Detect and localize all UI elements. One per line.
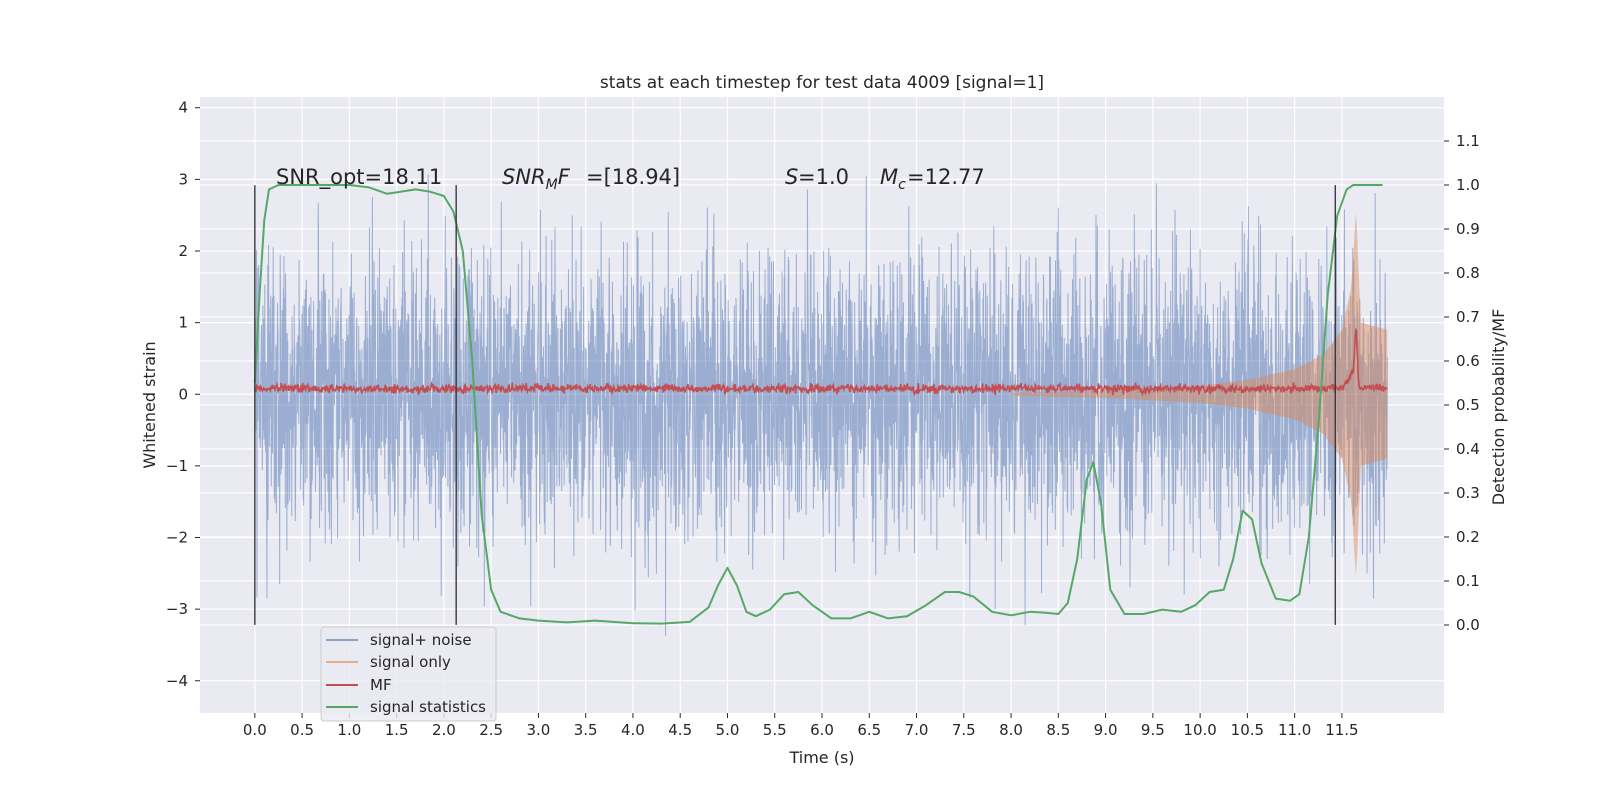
y-tick-label: 2 — [178, 242, 188, 260]
x-tick-label: 8.0 — [999, 721, 1023, 739]
x-tick-label: 4.5 — [668, 721, 692, 739]
x-tick-label: 9.5 — [1141, 721, 1165, 739]
y2-tick-label: 0.0 — [1456, 616, 1480, 634]
annotation-snr-mf-value: =[18.94] — [586, 165, 680, 189]
y2-tick-label: 0.1 — [1456, 572, 1480, 590]
legend: signal+ noise signal only MF signal stat… — [320, 626, 497, 722]
y2-tick-label: 0.2 — [1456, 528, 1480, 546]
x-tick-label: 0.5 — [290, 721, 314, 739]
x-axis-label: Time (s) — [788, 748, 854, 767]
x-tick-label: 0.0 — [243, 721, 267, 739]
annotation-s-value: =1.0 — [798, 165, 849, 189]
x-tick-label: 1.0 — [337, 721, 361, 739]
y-axis-left: −4 −3 −2 −1 0 1 2 3 4 — [166, 99, 200, 690]
annotation-snr-opt: SNR_opt=18.11 — [276, 165, 442, 190]
x-tick-label: 2.0 — [432, 721, 456, 739]
x-tick-label: 5.0 — [716, 721, 740, 739]
y-axis-right-label: Detection probability/MF — [1489, 309, 1508, 506]
annotation-snr-mf-number: [18.94] — [604, 165, 681, 189]
series-signal-statistics — [253, 184, 1383, 625]
y2-tick-label: 0.6 — [1456, 352, 1480, 370]
y-tick-label: 1 — [178, 314, 188, 332]
x-tick-label: 4.0 — [621, 721, 645, 739]
y2-tick-label: 1.0 — [1456, 176, 1480, 194]
x-tick-label: 10.0 — [1183, 721, 1216, 739]
y2-tick-label: 1.1 — [1456, 132, 1480, 150]
annotation-snr-mf-label: SNRMF — [502, 165, 571, 193]
x-axis: 0.0 0.5 1.0 1.5 2.0 2.5 3.0 3.5 4.0 4.5 5.0 5.5 6.0 6… — [243, 713, 1359, 739]
y-axis-right: 0.0 0.1 0.2 0.3 0.4 0.5 0.6 0.7 0.8 0.9 1.0 1.1 — [1444, 132, 1480, 634]
series-layer — [253, 174, 1388, 636]
y-tick-label: −1 — [166, 457, 188, 475]
x-tick-label: 3.0 — [526, 721, 550, 739]
y2-tick-label: 0.8 — [1456, 264, 1480, 282]
y-tick-label: 3 — [178, 170, 188, 188]
x-tick-label: 2.5 — [479, 721, 503, 739]
x-tick-label: 6.5 — [857, 721, 881, 739]
x-tick-label: 11.5 — [1325, 721, 1358, 739]
x-tick-label: 7.0 — [905, 721, 929, 739]
y-tick-label: −2 — [166, 529, 188, 547]
y-tick-label: 0 — [178, 385, 188, 403]
y-tick-label: 4 — [178, 99, 188, 117]
y-axis-label: Whitened strain — [140, 341, 159, 468]
y2-tick-label: 0.5 — [1456, 396, 1480, 414]
y-tick-label: −3 — [166, 600, 188, 618]
legend-label-signal-noise: signal+ noise — [370, 631, 472, 649]
y2-tick-label: 0.9 — [1456, 220, 1480, 238]
x-tick-label: 11.0 — [1278, 721, 1311, 739]
vertical-lines — [254, 185, 1336, 625]
annotation-mc-value: =12.77 — [907, 165, 985, 189]
x-tick-label: 9.0 — [1094, 721, 1118, 739]
x-tick-label: 7.5 — [952, 721, 976, 739]
legend-box — [320, 626, 497, 722]
y-tick-label: −4 — [166, 672, 188, 690]
y2-tick-label: 0.3 — [1456, 484, 1480, 502]
annotations: SNR_opt=18.11 SNRMF =[18.94] S =1.0 Mc =… — [276, 165, 985, 193]
y2-tick-label: 0.4 — [1456, 440, 1480, 458]
x-tick-label: 10.5 — [1231, 721, 1264, 739]
x-tick-label: 3.5 — [574, 721, 598, 739]
x-tick-label: 6.0 — [810, 721, 834, 739]
legend-label-signal-statistics: signal statistics — [370, 698, 486, 716]
x-tick-label: 5.5 — [763, 721, 787, 739]
x-tick-label: 8.5 — [1046, 721, 1070, 739]
series-signal-noise — [254, 174, 1388, 636]
x-tick-label: 1.5 — [385, 721, 409, 739]
legend-label-signal-only: signal only — [370, 653, 451, 671]
annotation-mc-symbol: Mc — [880, 165, 906, 193]
series-mf — [254, 327, 1388, 397]
y2-tick-label: 0.7 — [1456, 308, 1480, 326]
legend-label-mf: MF — [370, 676, 392, 694]
annotation-s-symbol: S — [785, 165, 798, 189]
chart-title: stats at each timestep for test data 400… — [600, 73, 1044, 93]
